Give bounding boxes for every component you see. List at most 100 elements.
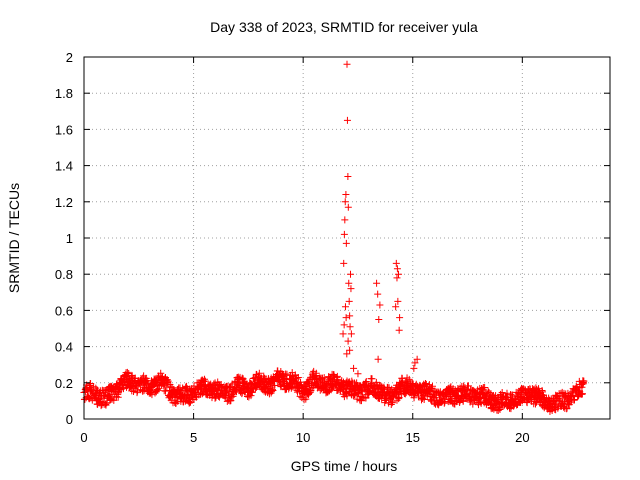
data-point — [372, 378, 380, 386]
data-point — [346, 346, 354, 354]
data-point — [340, 230, 348, 238]
data-point — [395, 393, 403, 401]
data-point — [532, 398, 540, 406]
data-point — [496, 405, 504, 413]
data-point — [373, 279, 381, 287]
data-point — [343, 60, 351, 68]
data-point — [343, 384, 351, 392]
data-point — [252, 384, 260, 392]
x-tick-label: 0 — [80, 430, 87, 445]
data-point — [570, 396, 578, 404]
data-point — [333, 372, 341, 380]
data-point — [393, 265, 401, 273]
y-tick-label: 1.6 — [55, 122, 73, 137]
data-point — [340, 259, 348, 267]
data-point — [428, 382, 436, 390]
data-point — [342, 239, 350, 247]
y-tick-label: 2 — [66, 50, 73, 65]
data-point — [509, 391, 517, 399]
data-point — [411, 359, 419, 367]
y-tick-label: 0.8 — [55, 267, 73, 282]
data-point — [341, 216, 349, 224]
data-point — [365, 388, 373, 396]
data-point — [512, 399, 520, 407]
data-point — [246, 379, 254, 387]
data-point — [421, 379, 429, 387]
data-point — [342, 314, 350, 322]
data-point — [375, 315, 383, 323]
data-point — [343, 116, 351, 124]
data-point — [368, 375, 376, 383]
tick-labels: 0 5 10 15 20 0 0.2 0.4 0.6 0.8 1 1.2 1.4 1.6 1.8 2 — [55, 50, 530, 445]
data-point — [578, 383, 586, 391]
data-point — [410, 364, 418, 372]
data-point — [481, 384, 489, 392]
y-axis-label: SRMTID / TECUs — [6, 183, 22, 293]
data-point — [551, 399, 559, 407]
data-point — [344, 172, 352, 180]
data-point — [535, 385, 543, 393]
data-point — [187, 398, 195, 406]
plot-frame — [83, 56, 611, 420]
data-point — [580, 377, 588, 385]
data-point — [392, 303, 400, 311]
data-point — [479, 385, 487, 393]
data-point — [347, 270, 355, 278]
data-point — [517, 390, 525, 398]
x-tick-label: 20 — [515, 430, 529, 445]
data-point — [354, 370, 362, 378]
x-axis-label: GPS time / hours — [291, 458, 398, 474]
y-tick-label: 1.2 — [55, 195, 73, 210]
data-point — [350, 364, 358, 372]
data-point — [485, 389, 493, 397]
data-point — [376, 301, 384, 309]
data-point — [108, 395, 116, 403]
y-tick-label: 1 — [66, 231, 73, 246]
data-point — [469, 400, 477, 408]
data-point — [392, 259, 400, 267]
data-point — [520, 385, 528, 393]
data-point — [269, 386, 277, 394]
data-point — [341, 198, 349, 206]
data-point — [300, 396, 308, 404]
data-point — [395, 270, 403, 278]
data-point — [396, 314, 404, 322]
data-point — [538, 388, 546, 396]
x-tick-label: 15 — [406, 430, 420, 445]
y-tick-label: 1.4 — [55, 159, 73, 174]
y-tick-label: 0.4 — [55, 340, 73, 355]
data-point — [342, 191, 350, 199]
data-point — [344, 203, 352, 211]
data-point — [490, 405, 498, 413]
data-point — [255, 369, 263, 377]
axis-ticks — [83, 56, 610, 420]
data-points — [80, 60, 588, 415]
data-point — [453, 388, 461, 396]
data-point — [211, 394, 219, 402]
grid-layer — [84, 57, 610, 419]
data-point — [347, 285, 355, 293]
data-point — [343, 350, 351, 358]
data-point — [346, 323, 354, 331]
chart-title: Day 338 of 2023, SRMTID for receiver yul… — [210, 19, 478, 35]
data-point — [340, 321, 348, 329]
data-point — [344, 337, 352, 345]
data-point — [413, 355, 421, 363]
data-point — [464, 382, 472, 390]
data-point — [405, 375, 413, 383]
x-tick-label: 10 — [296, 430, 310, 445]
y-tick-label: 0 — [66, 412, 73, 427]
data-point — [346, 312, 354, 320]
data-point — [294, 374, 302, 382]
data-point — [362, 394, 370, 402]
y-tick-label: 0.2 — [55, 376, 73, 391]
data-point — [339, 330, 347, 338]
data-point — [345, 297, 353, 305]
data-point — [420, 396, 428, 404]
data-point — [341, 303, 349, 311]
data-point — [395, 326, 403, 334]
data-point — [283, 370, 291, 378]
data-point — [374, 290, 382, 298]
data-point — [110, 396, 118, 404]
